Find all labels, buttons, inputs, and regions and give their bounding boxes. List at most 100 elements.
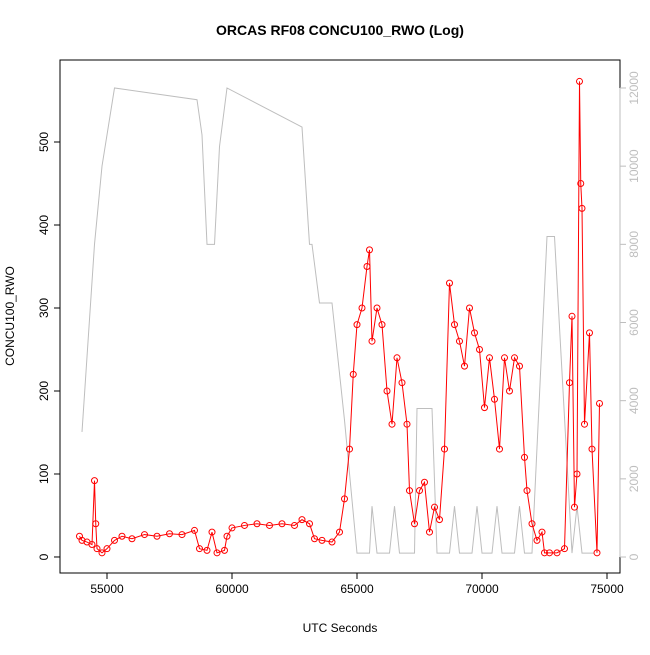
data-point — [523, 487, 531, 495]
data-point — [306, 520, 313, 528]
data-point — [349, 370, 357, 378]
data-point — [566, 379, 573, 387]
data-point — [441, 445, 448, 453]
data-point — [241, 521, 248, 529]
data-point — [153, 532, 161, 540]
data-point — [98, 549, 106, 557]
data-point — [78, 536, 86, 544]
data-point — [368, 337, 376, 345]
data-point — [528, 520, 536, 528]
data-point — [88, 541, 96, 549]
data-point — [577, 179, 585, 187]
data-point — [358, 304, 366, 312]
data-point — [221, 546, 228, 554]
y2-tick-label: 6000 — [627, 309, 641, 336]
data-point — [586, 329, 593, 337]
data-point — [471, 329, 478, 337]
y-tick-label: 300 — [37, 298, 51, 318]
data-point — [538, 528, 546, 536]
data-point — [213, 549, 221, 557]
data-point — [411, 520, 418, 528]
data-point — [318, 536, 326, 544]
data-point — [298, 516, 306, 524]
data-point — [501, 354, 508, 362]
data-point — [353, 321, 361, 329]
y2-tick-label: 10000 — [627, 149, 641, 183]
x-tick-label: 70000 — [465, 582, 499, 596]
data-point — [253, 520, 261, 528]
data-point — [378, 321, 386, 329]
data-point — [103, 545, 111, 553]
data-point — [476, 345, 483, 353]
data-point — [561, 545, 568, 553]
data-point — [553, 549, 561, 557]
data-point — [588, 445, 596, 453]
data-point — [576, 77, 583, 85]
data-point — [191, 526, 198, 534]
data-point — [111, 536, 118, 544]
data-point — [398, 379, 406, 387]
x-axis-label: UTC Seconds — [303, 621, 378, 635]
data-point — [266, 521, 273, 529]
data-point — [311, 535, 318, 543]
data-point — [393, 354, 401, 362]
x-tick-label: 75000 — [590, 582, 624, 596]
y-tick-label: 100 — [37, 464, 51, 484]
data-point — [506, 387, 513, 395]
y2-tick-label: 0 — [627, 553, 641, 560]
data-point — [511, 354, 518, 362]
data-point — [573, 470, 581, 478]
data-point — [196, 545, 203, 553]
data-point — [223, 532, 231, 540]
data-point — [533, 536, 541, 544]
series-line — [79, 81, 600, 554]
data-point — [416, 487, 423, 495]
data-point — [571, 503, 578, 511]
data-point — [481, 404, 488, 412]
y2-tick-label: 2000 — [627, 465, 641, 492]
data-point — [91, 477, 98, 485]
y-tick-label: 500 — [37, 132, 51, 152]
y2-tick-label: 8000 — [627, 231, 641, 258]
data-point — [366, 246, 373, 254]
data-point — [203, 546, 211, 554]
data-point — [446, 279, 453, 287]
series-line — [81, 87, 595, 554]
data-point — [581, 420, 588, 428]
data-point — [336, 528, 343, 536]
plot-frame — [59, 59, 621, 574]
data-point — [346, 445, 353, 453]
data-point — [328, 538, 336, 546]
data-point — [596, 399, 603, 407]
data-point — [388, 420, 396, 428]
data-point — [426, 528, 433, 536]
data-point — [516, 362, 523, 370]
y2-tick-label: 12000 — [627, 71, 641, 105]
data-point — [403, 420, 411, 428]
data-point — [178, 531, 186, 539]
data-point — [436, 516, 443, 524]
data-point — [118, 532, 126, 540]
chart-title: ORCAS RF08 CONCU100_RWO (Log) — [216, 22, 464, 38]
data-point — [451, 321, 458, 329]
data-point — [593, 549, 601, 557]
data-point — [291, 521, 298, 529]
x-tick-label: 65000 — [340, 582, 374, 596]
data-point — [208, 528, 216, 536]
data-point — [578, 204, 586, 212]
data-point — [521, 453, 528, 461]
data-point — [166, 530, 173, 538]
y-axis-label: CONCU100_RWO — [3, 266, 17, 366]
data-point — [363, 262, 371, 270]
data-point — [541, 549, 548, 557]
data-point — [568, 312, 576, 320]
data-point — [141, 531, 148, 539]
y-tick-label: 0 — [37, 553, 51, 560]
data-point — [496, 445, 503, 453]
x-tick-label: 60000 — [215, 582, 249, 596]
data-point — [383, 387, 391, 395]
data-point — [421, 478, 428, 486]
y-tick-label: 200 — [37, 381, 51, 401]
data-point — [373, 304, 381, 312]
data-point — [93, 545, 101, 553]
